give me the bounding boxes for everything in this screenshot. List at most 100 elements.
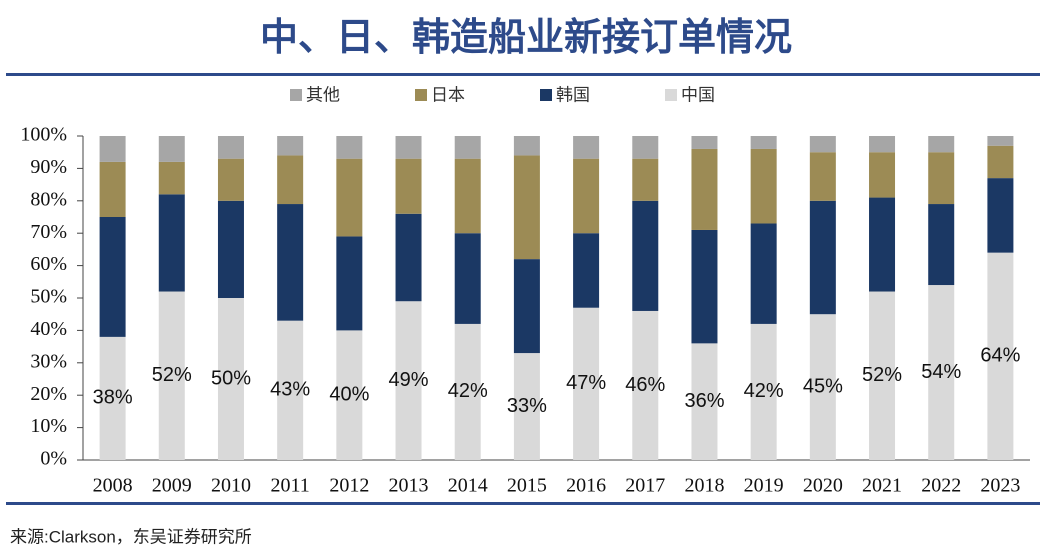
bar-segment xyxy=(99,161,126,217)
x-tick-label: 2012 xyxy=(329,475,369,497)
x-tick-label: 2016 xyxy=(566,475,606,497)
data-label: 45% xyxy=(803,375,843,397)
legend-swatch xyxy=(290,89,302,101)
data-label: 52% xyxy=(152,364,192,386)
bar-segment xyxy=(217,298,244,460)
legend-label: 韩国 xyxy=(556,85,590,104)
bar-segment xyxy=(632,158,659,201)
y-tick-label: 80% xyxy=(30,188,67,210)
bar-segment xyxy=(217,158,244,201)
bar-segment xyxy=(632,310,659,460)
data-label: 64% xyxy=(980,345,1020,367)
bar-segment xyxy=(987,252,1014,460)
bar-segment xyxy=(750,136,777,149)
bar-segment xyxy=(277,320,304,460)
bar-segment xyxy=(869,197,896,292)
x-tick-label: 2008 xyxy=(93,475,133,497)
x-tick-label: 2013 xyxy=(389,475,429,497)
bar-segment xyxy=(336,158,363,237)
bar-segment xyxy=(691,343,718,460)
legend-label: 其他 xyxy=(306,85,340,104)
legend-swatch xyxy=(540,89,552,101)
y-tick-label: 90% xyxy=(30,156,67,178)
bar-segment xyxy=(277,204,304,321)
data-label: 40% xyxy=(329,383,369,405)
x-tick-label: 2015 xyxy=(507,475,547,497)
bar-segment xyxy=(99,336,126,460)
bar-segment xyxy=(750,148,777,224)
bar-segment xyxy=(573,136,600,159)
data-label: 33% xyxy=(507,395,547,417)
x-tick-label: 2009 xyxy=(152,475,192,497)
x-tick-label: 2011 xyxy=(271,475,310,497)
bar-segment xyxy=(217,200,244,298)
bar-segment xyxy=(869,136,896,153)
y-tick-label: 70% xyxy=(30,221,67,243)
bar-segment xyxy=(158,161,185,195)
bar-segment xyxy=(809,314,836,460)
x-tick-label: 2023 xyxy=(980,475,1020,497)
bar-segment xyxy=(809,152,836,201)
bar-segment xyxy=(513,155,540,260)
bar-segment xyxy=(573,158,600,234)
bar-segment xyxy=(573,233,600,308)
data-label: 54% xyxy=(921,361,961,383)
bar-segment xyxy=(454,233,481,324)
y-tick-label: 50% xyxy=(30,286,67,308)
bar-segment xyxy=(158,136,185,162)
bar-segment xyxy=(158,194,185,292)
legend-label: 中国 xyxy=(681,85,715,104)
bar-segment xyxy=(928,204,955,286)
bar-segment xyxy=(691,229,718,344)
bar-segment xyxy=(750,323,777,460)
bar-segment xyxy=(987,145,1014,179)
bar-segment xyxy=(513,259,540,354)
bar-segment xyxy=(454,136,481,159)
x-tick-label: 2022 xyxy=(921,475,961,497)
data-label: 43% xyxy=(270,379,310,401)
bar-segment xyxy=(336,330,363,460)
bar-segment xyxy=(750,223,777,324)
data-label: 38% xyxy=(93,387,133,409)
bar-segment xyxy=(395,301,422,460)
bar-segment xyxy=(928,152,955,205)
x-tick-label: 2020 xyxy=(803,475,843,497)
data-label: 49% xyxy=(389,369,429,391)
data-label: 42% xyxy=(448,380,488,402)
chart-title: 中、日、韩造船业新接订单情况 xyxy=(260,17,792,59)
bar-segment xyxy=(513,136,540,156)
y-tick-label: 60% xyxy=(30,253,67,275)
bar-segment xyxy=(99,136,126,162)
bar-segment xyxy=(454,158,481,234)
bar-segment xyxy=(809,200,836,315)
legend-swatch xyxy=(415,89,427,101)
x-tick-label: 2014 xyxy=(448,475,488,497)
x-tick-label: 2017 xyxy=(625,475,665,497)
bar-segment xyxy=(987,136,1014,146)
bar-segment xyxy=(691,148,718,230)
y-tick-label: 30% xyxy=(30,350,67,372)
bar-segment xyxy=(158,291,185,460)
bar-segment xyxy=(454,323,481,460)
x-tick-label: 2010 xyxy=(211,475,251,497)
y-tick-label: 10% xyxy=(30,415,67,437)
data-label: 36% xyxy=(684,390,724,412)
x-tick-label: 2019 xyxy=(744,475,784,497)
y-tick-label: 0% xyxy=(40,448,67,470)
source-note: 来源:Clarkson，东吴证券研究所 xyxy=(10,527,252,546)
bar-segment xyxy=(395,213,422,302)
data-label: 52% xyxy=(862,364,902,386)
bar-segment xyxy=(277,155,304,205)
bar-segment xyxy=(395,158,422,214)
data-label: 47% xyxy=(566,372,606,394)
bar-segment xyxy=(928,136,955,153)
bar-segment xyxy=(277,136,304,156)
bar-segment xyxy=(691,136,718,149)
legend-swatch xyxy=(665,89,677,101)
legend-label: 日本 xyxy=(431,85,465,104)
bar-segment xyxy=(987,178,1014,253)
x-tick-label: 2021 xyxy=(862,475,902,497)
data-label: 46% xyxy=(625,374,665,396)
bar-segment xyxy=(573,307,600,460)
